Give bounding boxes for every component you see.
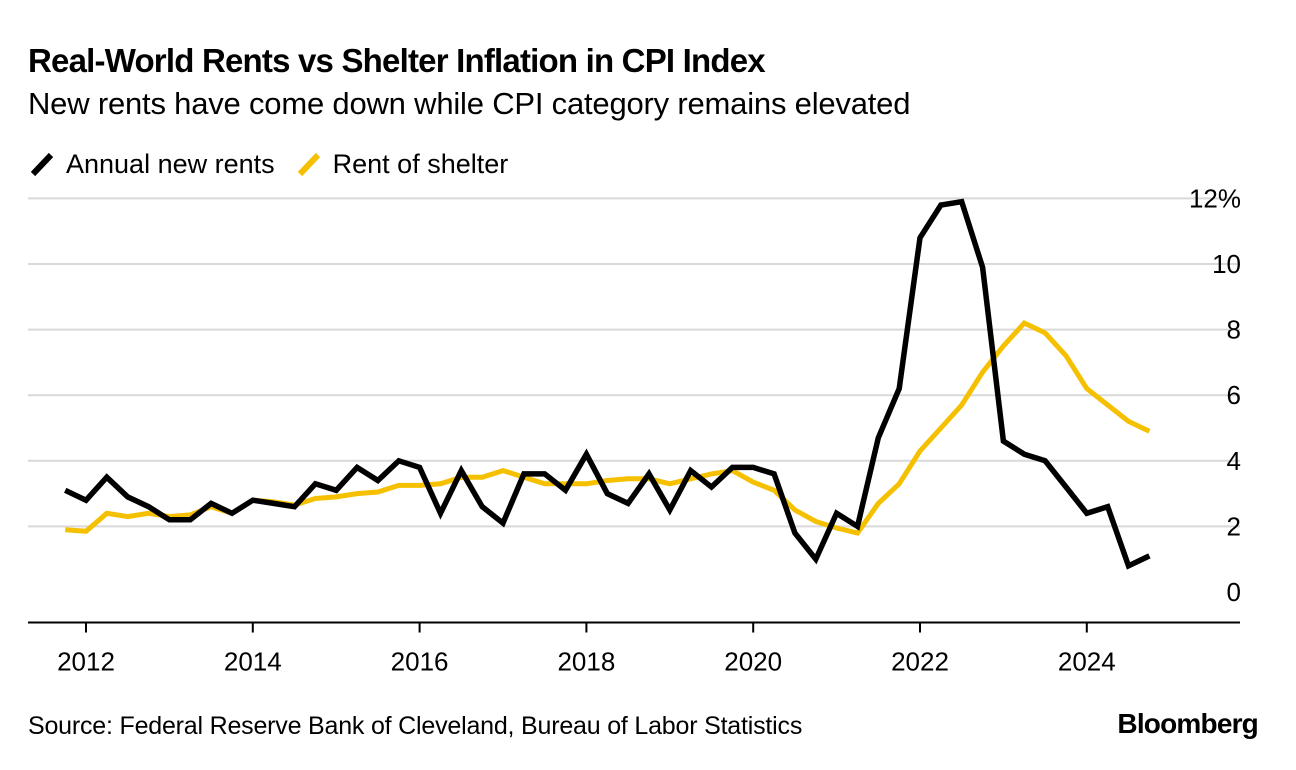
x-tick-label: 2024 [1058,647,1116,677]
y-tick-label: 6 [1227,380,1241,410]
legend-swatch-shelter [297,152,320,177]
chart-title: Real-World Rents vs Shelter Inflation in… [28,42,766,79]
legend-item-shelter: Rent of shelter [295,148,509,180]
x-tick-label: 2018 [557,647,615,677]
legend: Annual new rents Rent of shelter [28,146,528,182]
y-tick-label: 8 [1227,315,1241,345]
x-tick-label: 2022 [891,647,949,677]
x-tick-label: 2014 [224,647,282,677]
legend-swatch-new-rents [30,152,54,177]
legend-item-new-rents: Annual new rents [28,149,275,180]
x-tick-label: 2016 [391,647,449,677]
y-tick-label: 2 [1227,511,1241,541]
x-tick-label: 2012 [57,647,115,677]
source-note: Source: Federal Reserve Bank of Clevelan… [28,712,803,740]
series-line-shelter [65,319,1151,536]
y-tick-label: 0 [1227,577,1241,607]
chart-subtitle: New rents have come down while CPI categ… [28,86,911,121]
y-tick-label: 10 [1212,249,1241,279]
legend-label-new-rents: Annual new rents [66,148,275,179]
y-tick-label: 4 [1227,446,1241,476]
y-tick-label: 12% [1189,183,1241,213]
x-tick-label: 2020 [724,647,782,677]
legend-label-shelter: Rent of shelter [332,148,509,179]
bloomberg-logo: Bloomberg [1117,708,1258,739]
series-line-new-rents [64,198,1151,570]
line-chart: 0 2 4 6 8 10 12% 2012 2014 2016 2018 2020 2022 2024 [28,183,1241,677]
